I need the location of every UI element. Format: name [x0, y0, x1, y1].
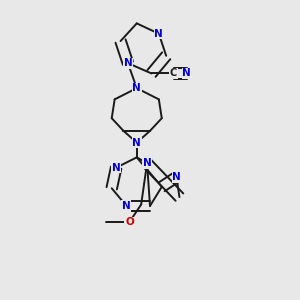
Text: N: N	[124, 58, 132, 68]
Text: N: N	[154, 29, 163, 39]
Text: N: N	[143, 158, 152, 168]
Text: C: C	[170, 68, 177, 78]
Text: N: N	[172, 172, 181, 182]
Text: N: N	[122, 201, 131, 211]
Text: N: N	[112, 163, 121, 173]
Text: N: N	[132, 83, 141, 93]
Text: O: O	[125, 217, 134, 227]
Text: N: N	[182, 68, 191, 78]
Text: N: N	[132, 138, 141, 148]
